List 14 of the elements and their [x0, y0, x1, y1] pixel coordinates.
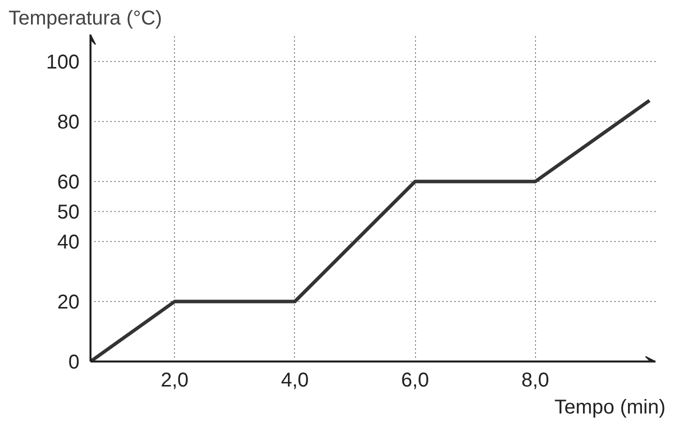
x-tick-label: 2,0 — [160, 370, 189, 392]
x-tick-label: 6,0 — [401, 370, 429, 392]
y-tick-label: 0 — [68, 352, 80, 374]
x-tick-label: 4,0 — [280, 370, 309, 392]
y-tick-label: 20 — [57, 292, 80, 314]
y-tick-label: 40 — [57, 232, 80, 254]
y-axis-title: Temperatura (°C) — [8, 8, 162, 30]
x-tick-label: 8,0 — [521, 370, 550, 392]
line-series — [90, 98, 652, 362]
y-tick-label: 60 — [57, 172, 80, 194]
y-tick-label: 50 — [57, 202, 80, 224]
y-tick-label: 80 — [57, 112, 80, 134]
x-axis-title: Tempo (min) — [554, 396, 666, 418]
y-tick-label: 100 — [46, 52, 80, 74]
